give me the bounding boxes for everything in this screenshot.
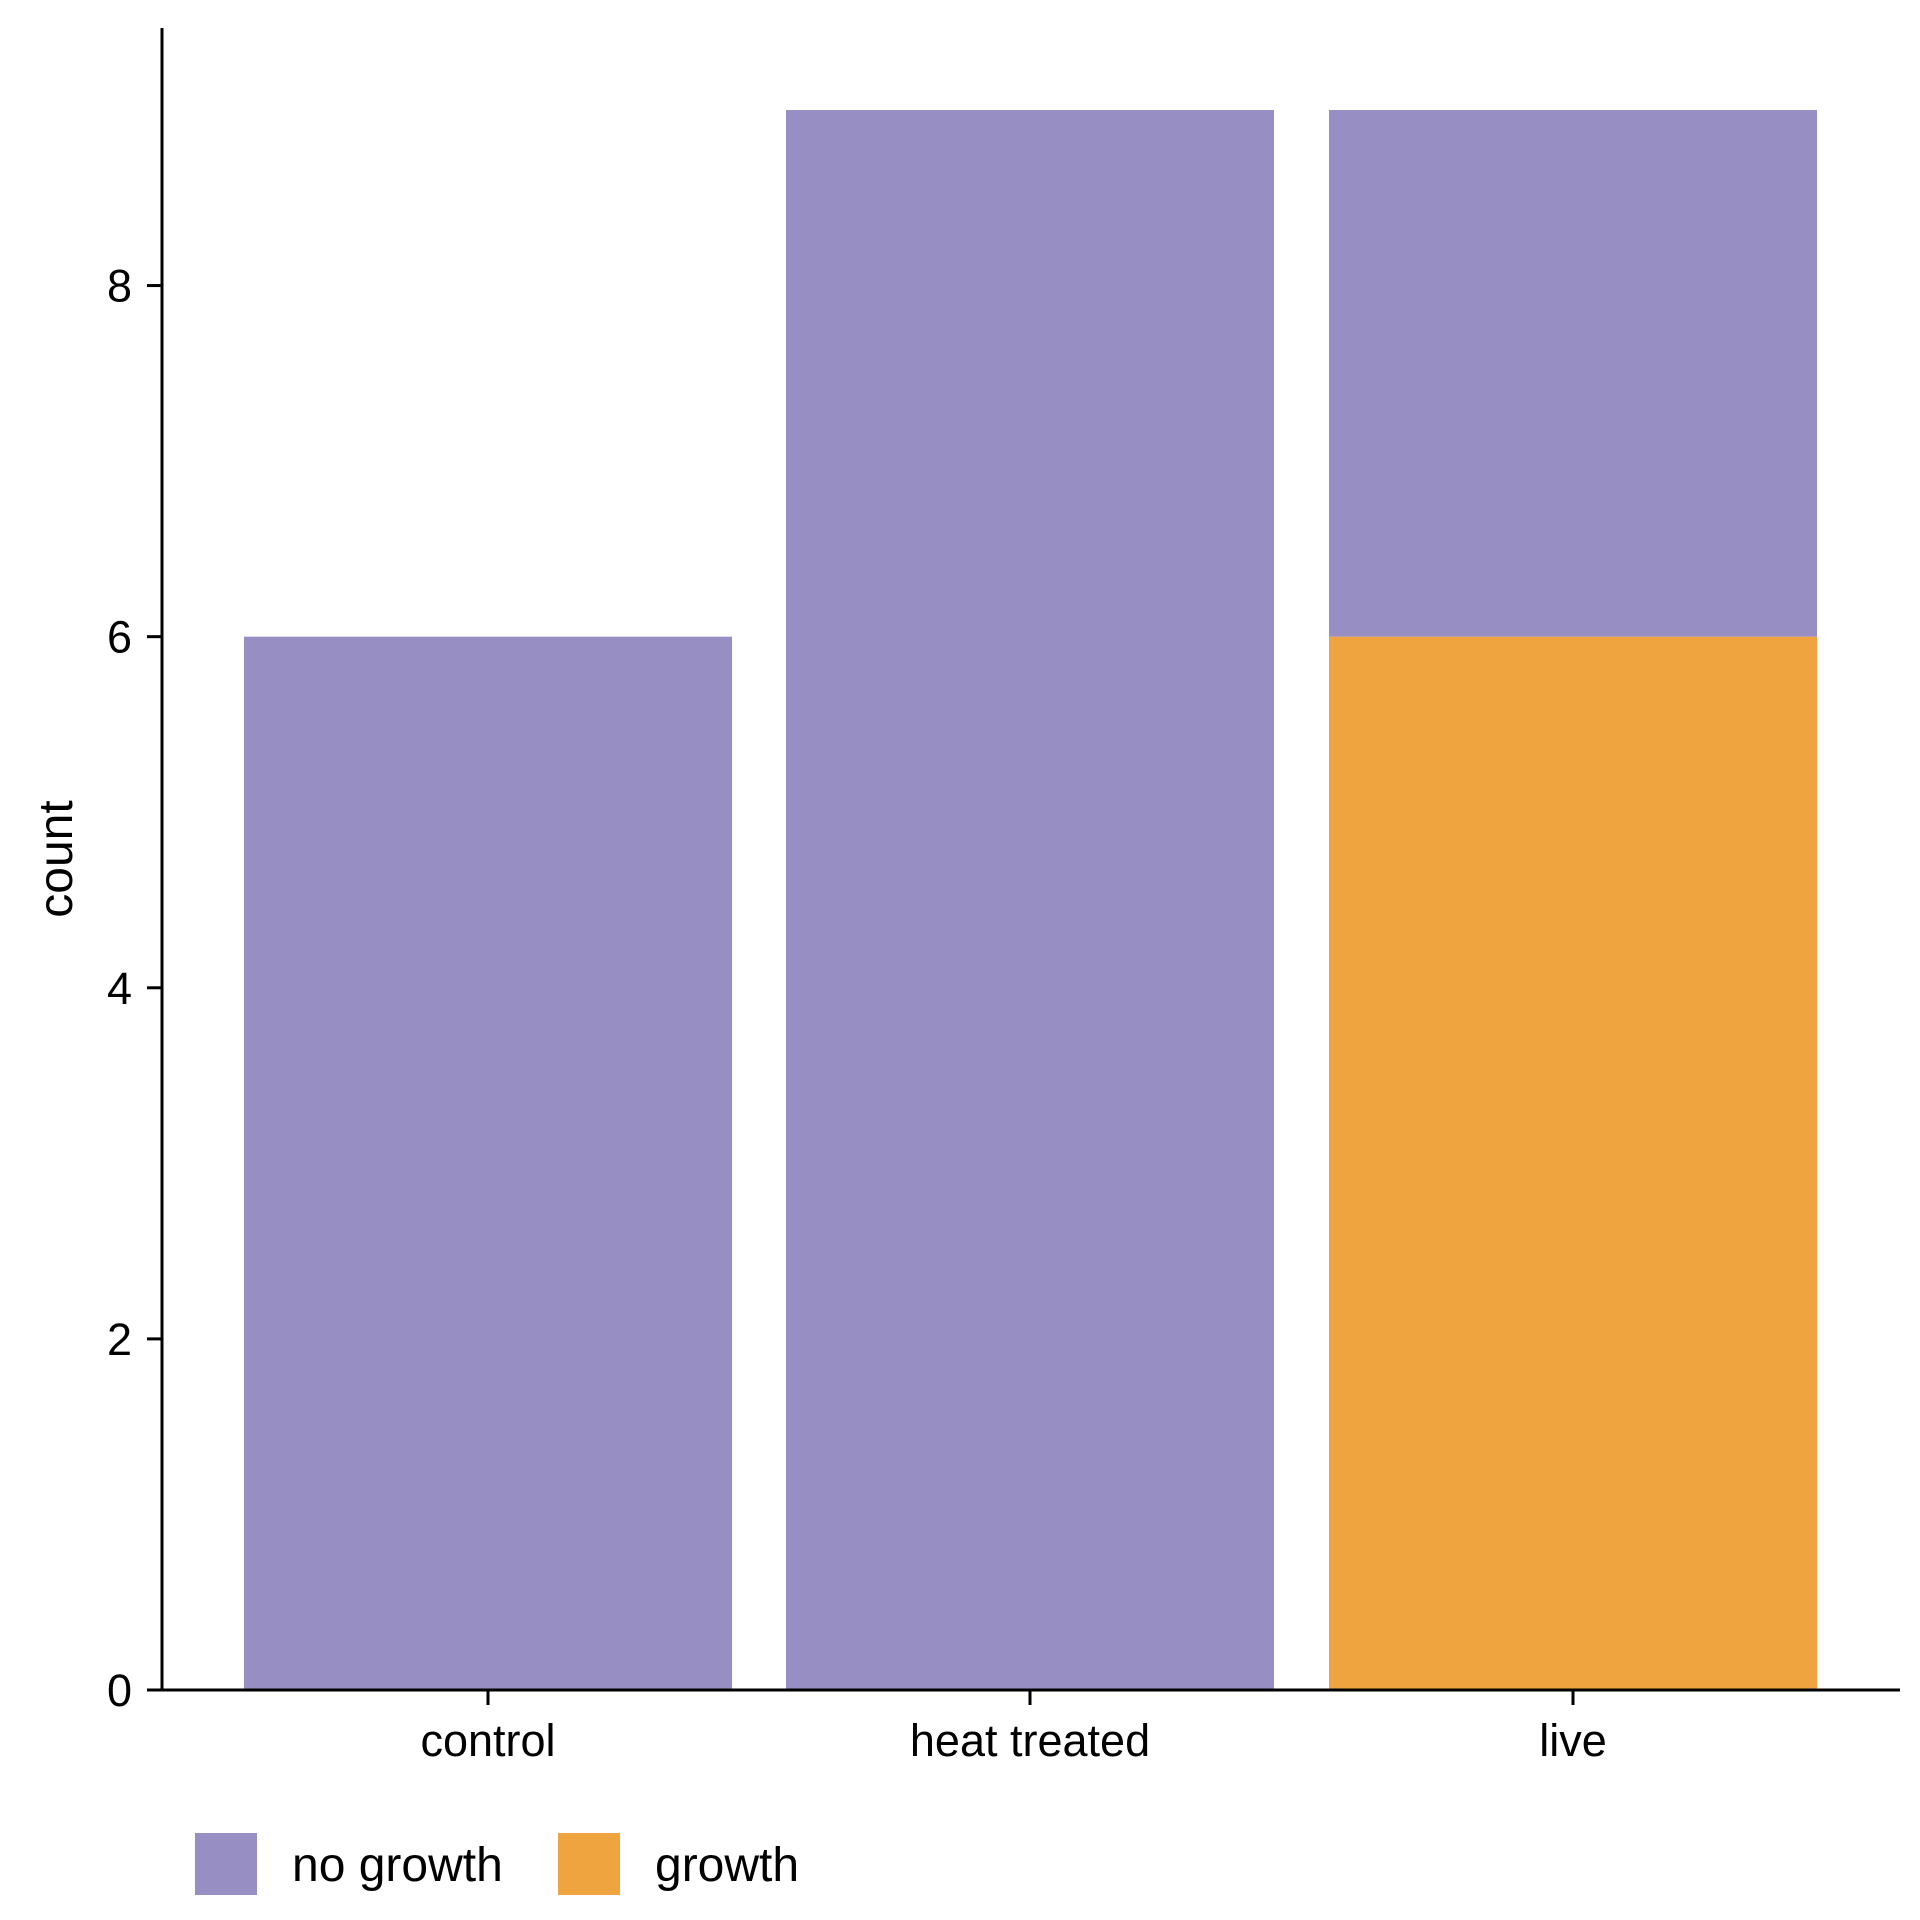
x-tick-label-live: live — [1539, 1715, 1607, 1766]
legend: no growth growth — [195, 1833, 799, 1895]
legend-label-no-growth: no growth — [292, 1839, 503, 1892]
bar-live-no-growth — [1329, 110, 1817, 637]
y-tick-label-4: 4 — [107, 963, 132, 1014]
bars-layer — [244, 110, 1817, 1690]
y-ticks-layer: 0 2 4 6 8 — [107, 261, 162, 1716]
bar-heat-treated-no-growth — [786, 110, 1274, 1690]
legend-swatch-no-growth — [195, 1833, 257, 1895]
bar-control-no-growth — [244, 636, 732, 1690]
x-ticks-layer: control heat treated live — [420, 1690, 1607, 1766]
y-tick-label-2: 2 — [107, 1314, 132, 1365]
y-tick-label-8: 8 — [107, 261, 132, 312]
y-axis-title: count — [30, 800, 83, 917]
y-tick-label-0: 0 — [107, 1665, 132, 1716]
legend-swatch-growth — [558, 1833, 620, 1895]
y-tick-label-6: 6 — [107, 612, 132, 663]
x-tick-label-heat-treated: heat treated — [910, 1715, 1150, 1766]
bar-live-growth — [1329, 636, 1817, 1690]
legend-label-growth: growth — [655, 1839, 799, 1892]
x-tick-label-control: control — [420, 1715, 555, 1766]
